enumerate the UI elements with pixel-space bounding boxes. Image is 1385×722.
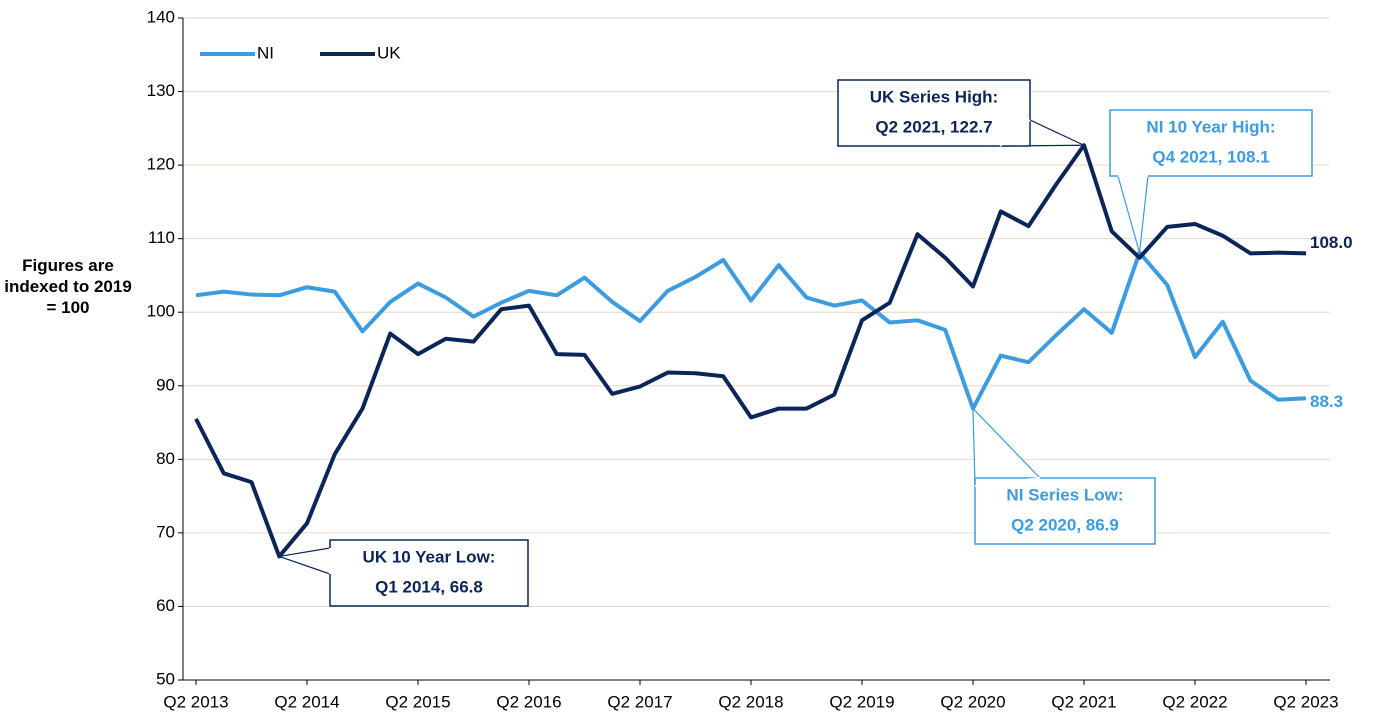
y-tick-label: 100 [147, 302, 175, 321]
annotation-box [837, 79, 1031, 147]
annotation-text: Q2 2020, 86.9 [1011, 515, 1119, 534]
y-axis-label: Figures are indexed to 2019 = 100 [4, 256, 132, 317]
x-tick-label: Q2 2017 [607, 692, 672, 711]
series-line [194, 143, 1307, 559]
annotation-box [329, 539, 529, 607]
x-tick-label: Q2 2018 [718, 692, 783, 711]
annotation-cover [999, 119, 1031, 147]
annotation-box [974, 477, 1156, 545]
x-tick-label: Q2 2016 [496, 692, 561, 711]
annotation-text: UK 10 Year Low: [363, 547, 496, 566]
y-tick-label: 130 [147, 81, 175, 100]
y-tick-label: 60 [156, 596, 175, 615]
annotation-text: Q1 2014, 66.8 [375, 577, 483, 596]
y-tick-label: 120 [147, 155, 175, 174]
x-tick-label: Q2 2022 [1162, 692, 1227, 711]
annotation-pointer [972, 407, 1042, 487]
annotation-text: NI 10 Year High: [1146, 117, 1275, 136]
legend-label: NI [257, 43, 274, 62]
x-tick-label: Q2 2020 [940, 692, 1005, 711]
series-line [195, 250, 1307, 411]
annotation-box [1109, 109, 1313, 177]
y-tick-label: 90 [156, 375, 175, 394]
annotation-text: Q2 2021, 122.7 [875, 117, 992, 136]
y-tick-label: 140 [147, 7, 175, 26]
x-tick-label: Q2 2015 [385, 692, 450, 711]
data-label: 108.0 [1310, 233, 1353, 252]
y-tick-label: 110 [148, 228, 175, 247]
x-tick-label: Q2 2023 [1273, 692, 1338, 711]
y-tick-label: 80 [156, 449, 175, 468]
x-tick-label: Q2 2019 [829, 692, 894, 711]
y-tick-label: 50 [156, 669, 175, 688]
annotation-cover [974, 477, 1041, 487]
x-tick-label: Q2 2014 [274, 692, 339, 711]
data-label: 88.3 [1310, 392, 1343, 411]
x-tick-label: Q2 2021 [1051, 692, 1116, 711]
annotation-pointer [279, 547, 331, 575]
legend-label: UK [377, 43, 401, 62]
annotation-text: UK Series High: [870, 87, 998, 106]
annotation-text: Q4 2021, 108.1 [1152, 147, 1269, 166]
y-tick-label: 70 [156, 522, 175, 541]
x-tick-label: Q2 2013 [163, 692, 228, 711]
annotation-text: NI Series Low: [1006, 485, 1123, 504]
